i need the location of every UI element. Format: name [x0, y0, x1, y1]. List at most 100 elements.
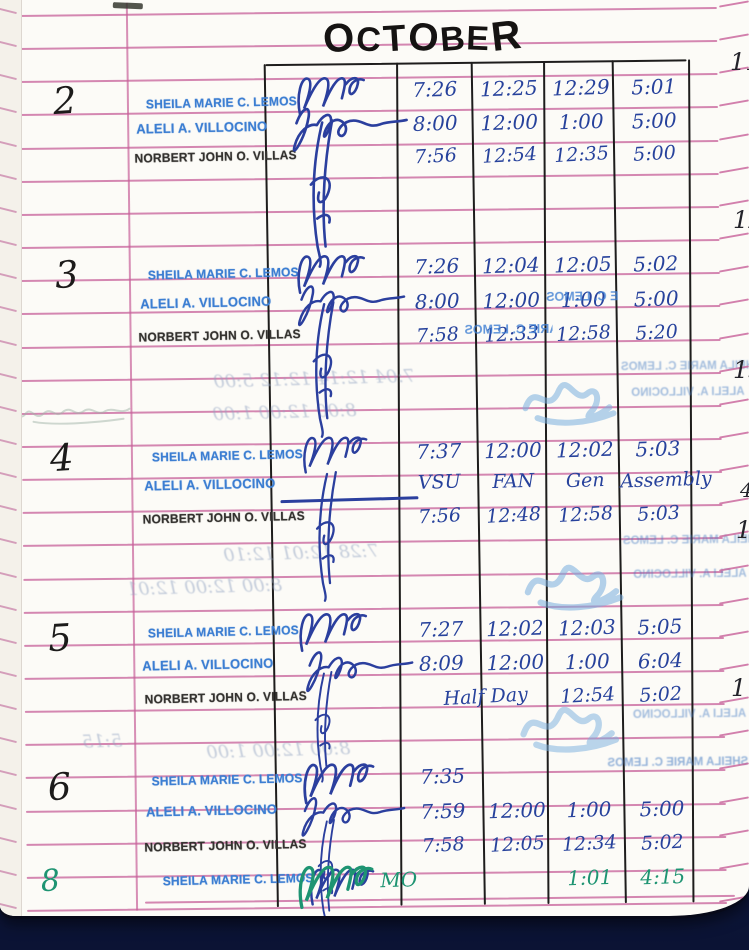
time-entry: 12:29 — [551, 74, 610, 101]
time-entry: 5:05 — [637, 614, 683, 640]
marker-bleed-scribble — [522, 381, 617, 426]
signatures-layer — [0, 0, 744, 916]
name-stamp: NORBERT JOHN O. VILLAS — [144, 836, 307, 855]
facing-page-number: 4 — [740, 478, 749, 502]
time-entry: 7:27 — [418, 616, 464, 642]
time-entry: 12:04 — [481, 252, 540, 279]
signature — [303, 763, 375, 805]
facing-page-number: 17 — [731, 674, 749, 702]
time-entry: 12:34 — [561, 831, 618, 857]
name-stamp: SHEILA MARIE C. LEMOS — [151, 447, 304, 465]
month-title-letter: C — [355, 20, 385, 60]
name-stamp: NORBERT JOHN O. VILLAS — [144, 688, 308, 707]
bleed-through-layer: SHEILA MARIE C. LEMOS ALELI A. VILLOCINO S… — [0, 0, 749, 769]
signature — [297, 76, 365, 117]
time-entry: 12:54 — [481, 142, 538, 168]
name-stamp: SHEILA MARIE C. LEMOS — [147, 265, 299, 283]
time-entry: FAN — [491, 469, 535, 494]
signature — [312, 301, 335, 438]
month-title: OCTOBER — [313, 10, 534, 62]
time-entry: 7:56 — [417, 504, 462, 529]
date-label: 6 — [46, 764, 73, 810]
date-label: 4 — [48, 435, 75, 481]
time-entry: 5:03 — [636, 501, 681, 526]
time-entry: 12:35 — [553, 142, 610, 168]
name-stamp: NORBERT JOHN O. VILLAS — [142, 508, 306, 527]
signature — [301, 797, 406, 837]
bleed-mirrored-stamp: ALELI A. VILLOCINO — [632, 707, 747, 722]
time-entry: 5:03 — [635, 436, 681, 462]
time-entry: 5:00 — [639, 795, 685, 822]
signature — [309, 119, 334, 268]
bleed-stamp-fragment: SHEILA MARIE C. LEMOS — [546, 287, 618, 308]
time-entry: 12:48 — [485, 502, 542, 528]
time-entry: 12:05 — [489, 831, 546, 857]
marker-bleed-scribble — [520, 706, 620, 753]
time-entry: 5:02 — [638, 682, 683, 707]
time-entry: 5:20 — [634, 320, 679, 345]
time-entry: 7:58 — [421, 833, 466, 858]
name-stamp: SHEILA MARIE C. LEMOS — [151, 771, 303, 789]
name-stamp: ALELI A. VILLOCINO — [145, 801, 278, 820]
time-entry: 12:00 — [486, 649, 545, 676]
time-entry: 12:00 — [479, 109, 539, 136]
ruled-lines — [0, 0, 744, 912]
bleed-stamp-fragment: SHEILA MARIE C. LEMOS — [464, 320, 552, 341]
date-label: 3 — [53, 252, 80, 298]
time-entry: 5:01 — [630, 74, 677, 100]
time-entry: 6:04 — [637, 648, 684, 674]
time-entry: 1:00 — [558, 108, 605, 135]
signature — [314, 670, 333, 783]
time-entry: 12:25 — [479, 75, 538, 102]
bleed-faded-times: 8:00 12:00 1:00 — [212, 399, 357, 426]
name-stamp: NORBERT JOHN O. VILLAS — [134, 148, 297, 166]
date-label: 2 — [51, 78, 78, 124]
time-entry: 7:59 — [420, 798, 466, 824]
faded-cursive-scribble — [6, 407, 131, 425]
month-title-letter: B — [438, 19, 469, 60]
time-entry: Gen — [565, 468, 605, 493]
time-entry: 1:01 — [566, 864, 613, 891]
month-title-letter: O — [321, 14, 359, 62]
time-entry: 5:00 — [633, 286, 680, 312]
month-title-letter: O — [406, 15, 442, 61]
margin-line — [125, 2, 139, 911]
facing-page-number: 12 — [733, 206, 749, 234]
signature — [315, 471, 337, 602]
time-entry: 12:03 — [557, 614, 617, 641]
time-entry: 12:02 — [555, 436, 615, 463]
time-entry: 12:05 — [553, 251, 612, 278]
month-title-letter: E — [465, 19, 493, 59]
time-entry: 12:58 — [555, 321, 612, 347]
signature — [299, 612, 368, 653]
signature — [303, 436, 368, 474]
bleed-faded-times: 5:15 — [81, 730, 123, 753]
time-entry: VSU — [417, 470, 461, 494]
date-label: 8 — [39, 863, 61, 900]
log-entries: 2 3 4 5 6 8 SHEILA MARIE C. LEMOS ALELI A. VILL… — [0, 0, 744, 899]
name-stamp: NORBERT JOHN O. VILLAS — [138, 327, 301, 345]
bleed-mirrored-stamp: ALELI A. VILLOCINO — [631, 385, 745, 400]
name-stamp: ALELI A. VILLOCINO — [142, 655, 274, 674]
time-entry: 1:00 — [564, 648, 611, 675]
marker-bleed-scribble — [524, 564, 624, 611]
time-entry: 7:37 — [416, 438, 462, 464]
facing-page-number: 13 — [733, 356, 749, 384]
time-entry: 12:00 — [481, 287, 541, 314]
page-stack-edge — [0, 0, 22, 916]
name-stamp: ALELI A. VILLOCINO — [140, 293, 272, 312]
name-stamp: ALELI A. VILLOCINO — [136, 118, 268, 137]
name-stamp: ALELI A. VILLOCINO — [144, 475, 276, 494]
time-entry: 12:00 — [483, 437, 543, 464]
facing-page-number: 11 — [730, 48, 749, 76]
logbook-page: OCTOBER 2 3 4 5 6 8 SHEILA MARIE C. LEMOS ALELI… — [0, 0, 749, 916]
time-entry: 5:00 — [631, 108, 677, 134]
bleed-mirrored-stamp: SHEILA MARIE C. LEMOS — [620, 359, 749, 374]
month-title-letter: R — [488, 10, 526, 61]
signature — [297, 254, 366, 295]
facing-page-number: 14 — [736, 516, 749, 544]
time-entry: 5:02 — [640, 830, 685, 855]
green-signature — [298, 865, 374, 910]
time-entry: 7:26 — [411, 76, 458, 102]
name-stamp: SHEILA MARIE C. LEMOS — [147, 623, 299, 641]
